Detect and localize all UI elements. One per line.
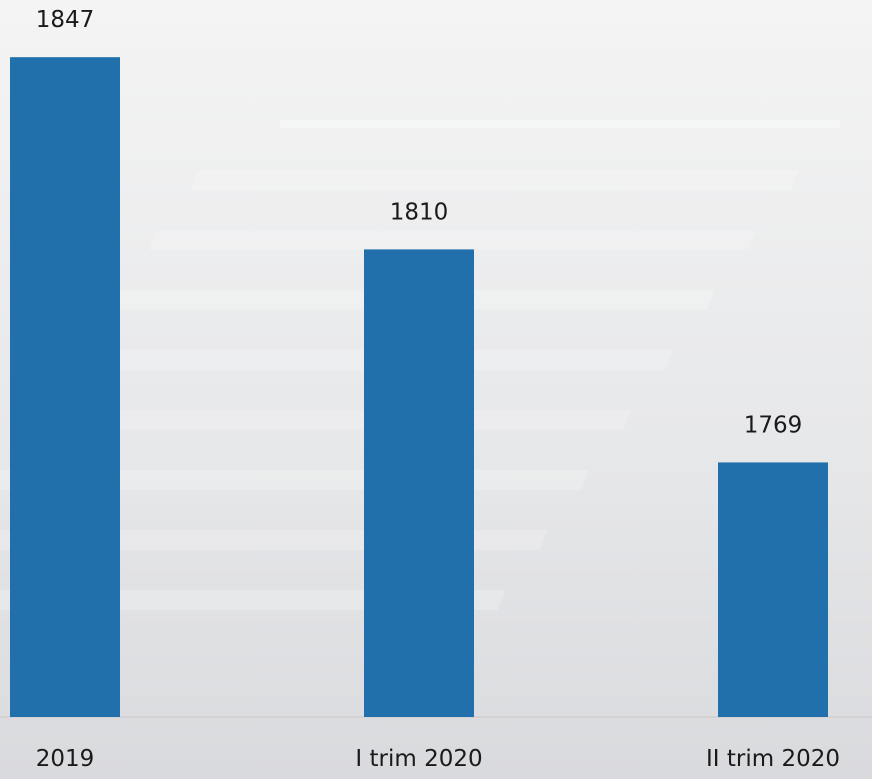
value-label: 1769 bbox=[744, 412, 803, 438]
x-tick-label: I trim 2020 bbox=[355, 746, 482, 772]
value-label: 1847 bbox=[36, 7, 95, 33]
x-tick-label: 2019 bbox=[36, 746, 95, 772]
bar bbox=[10, 57, 120, 718]
bar bbox=[364, 249, 474, 718]
bar bbox=[718, 462, 828, 717]
x-tick-label: II trim 2020 bbox=[706, 746, 840, 772]
value-label: 1810 bbox=[390, 199, 449, 225]
